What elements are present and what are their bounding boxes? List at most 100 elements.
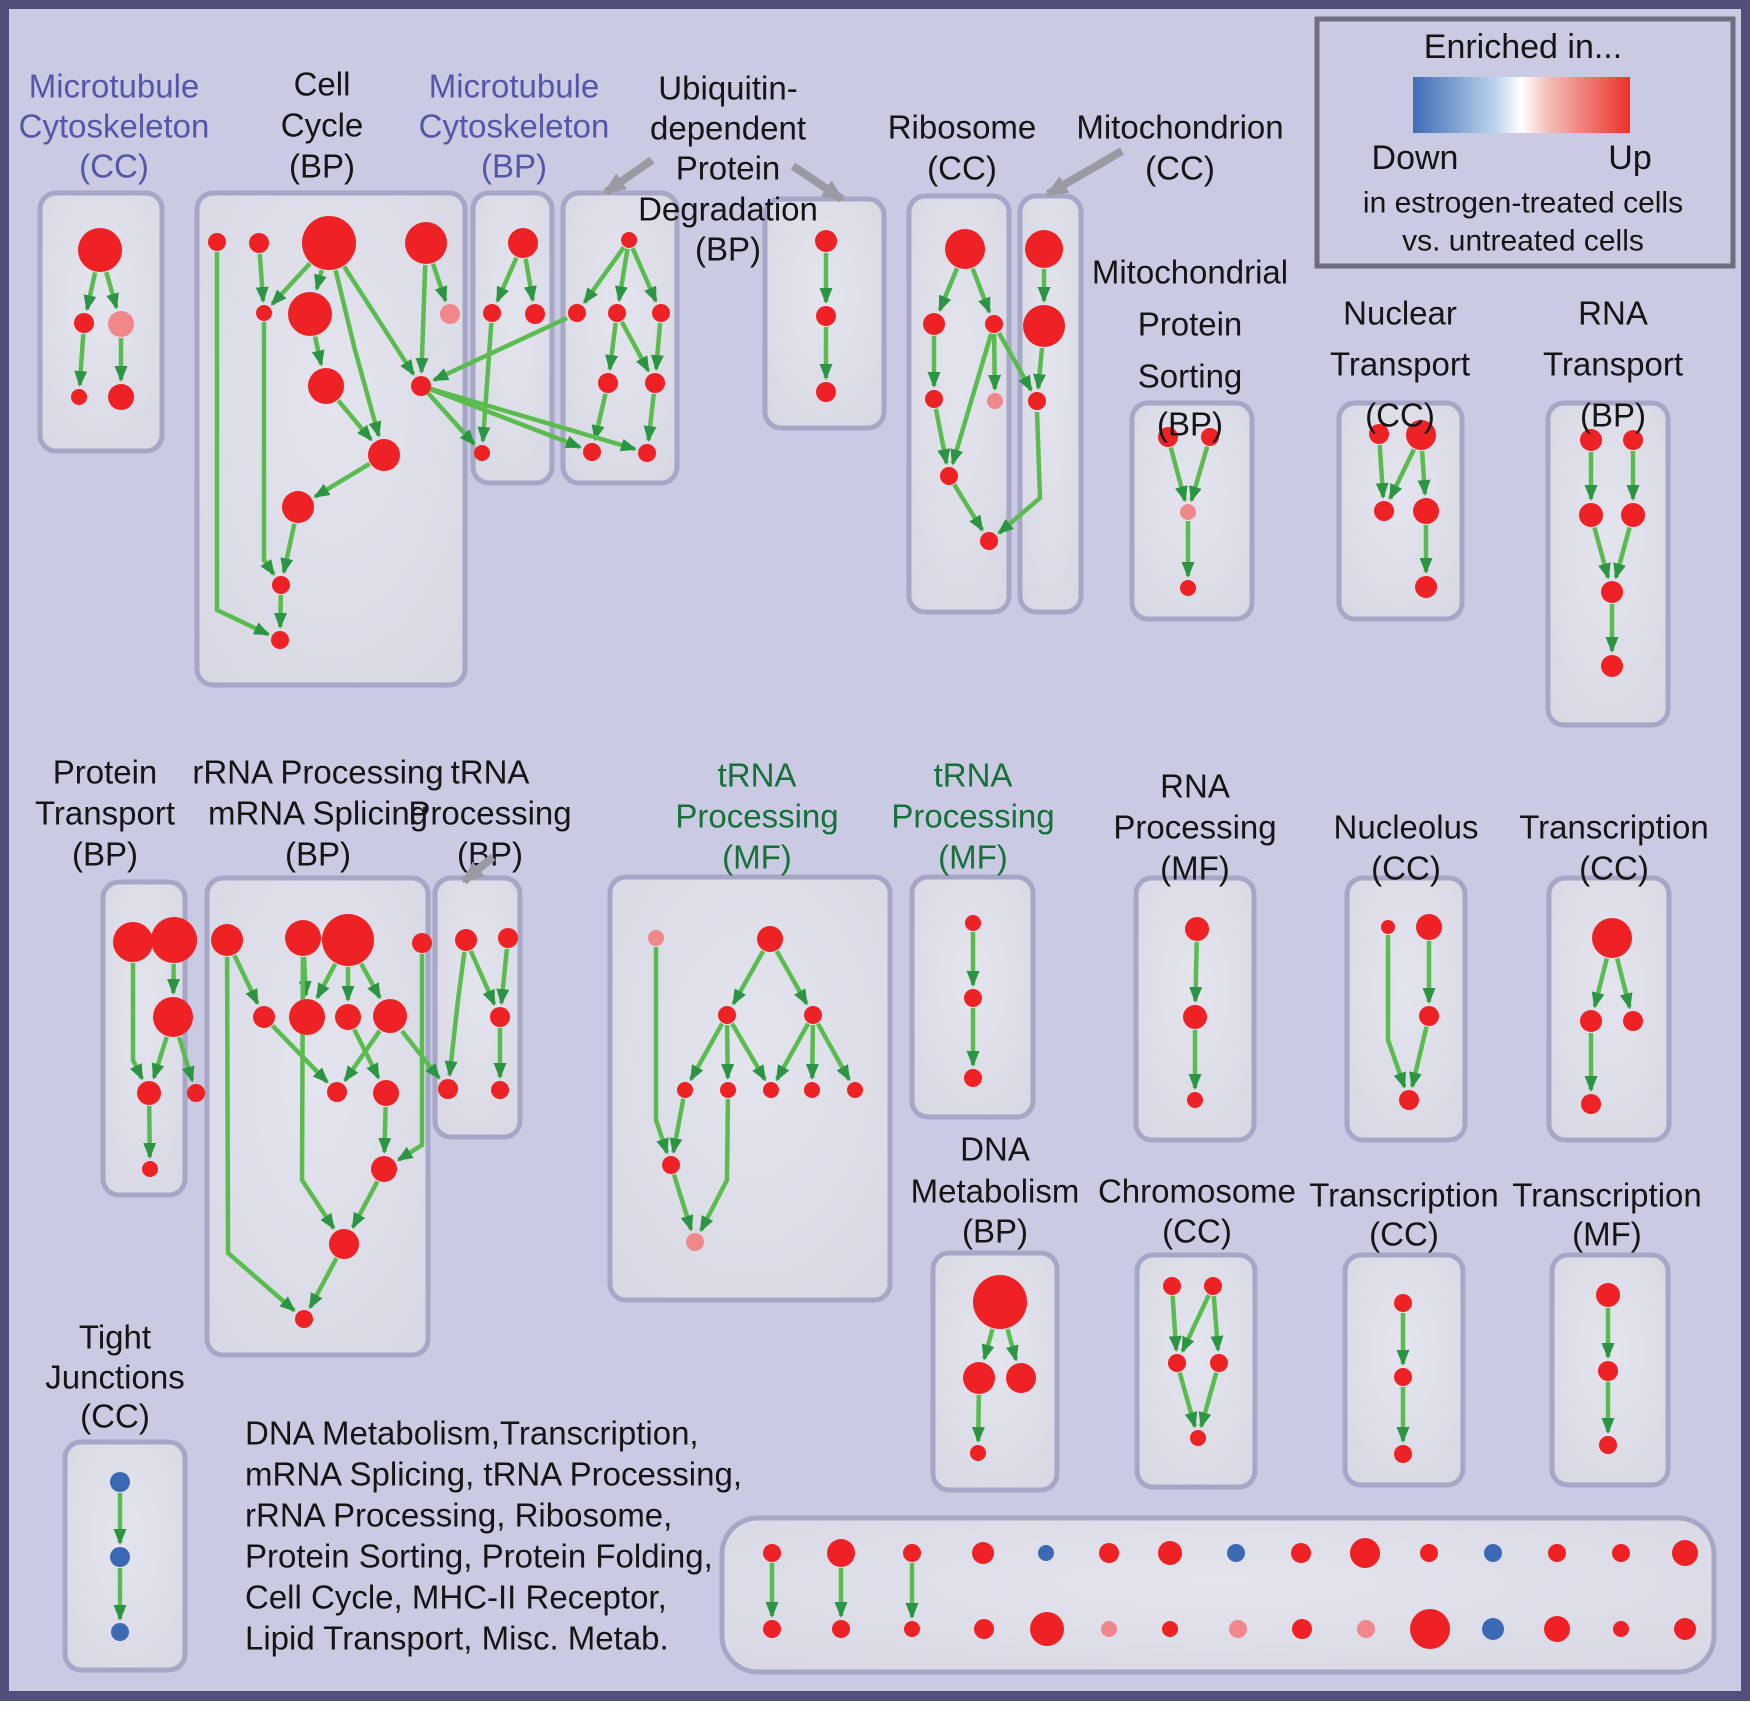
- edge-arrow: [1592, 526, 1611, 580]
- go-term-node: [1415, 576, 1437, 598]
- go-term-node: [1099, 1543, 1119, 1563]
- go-term-node: [964, 989, 982, 1007]
- go-term-node: [1601, 655, 1623, 677]
- go-term-node: [1394, 1368, 1412, 1386]
- go-term-node: [1413, 498, 1439, 524]
- cluster-label-protein-transport-bp: Protein: [53, 754, 158, 791]
- edge-arrow: [699, 1098, 731, 1233]
- go-term-node: [113, 922, 153, 962]
- go-term-node: [498, 928, 518, 948]
- cluster-label-ubiquitin-degradation-bp: (BP): [695, 231, 761, 268]
- go-term-node: [322, 914, 374, 966]
- legend-box: [1314, 16, 1736, 269]
- cluster-box-microtubule-cytoskeleton-bp: [470, 190, 555, 486]
- cluster-label-microtubule-cytoskeleton-bp: Cytoskeleton: [419, 108, 610, 145]
- cluster-label-mitochondrion-cc: Mitochondrion: [1076, 109, 1283, 146]
- edge-arrow: [314, 269, 327, 291]
- edge-arrow: [688, 1022, 725, 1082]
- go-term-node: [1180, 580, 1196, 596]
- edge-arrow: [496, 948, 510, 1006]
- cross-cluster-edge-arrow: [997, 411, 1043, 535]
- edge-arrow: [311, 336, 325, 367]
- go-term-node: [1420, 1544, 1438, 1562]
- cluster-label-ubiquitin-degradation-bp: Ubiquitin-: [658, 70, 797, 107]
- go-term-node: [371, 1156, 397, 1182]
- cluster-label-rrna-processing-mrna-splicing-bp: (BP): [285, 836, 351, 873]
- cluster-label-trna-processing-mf-large: (MF): [722, 839, 792, 876]
- go-term-node: [1623, 1011, 1643, 1031]
- edge-arrow: [988, 333, 1002, 391]
- go-term-node: [440, 304, 460, 324]
- cluster-label-transcription-cc-lower: (CC): [1369, 1216, 1439, 1253]
- go-term-node: [335, 1004, 361, 1030]
- edge-arrow: [396, 954, 425, 1162]
- go-term-node: [985, 315, 1003, 333]
- edge-arrow: [971, 1394, 985, 1443]
- go-term-node: [285, 920, 321, 956]
- go-term-node: [438, 1079, 458, 1099]
- label-pointer-arrow: [790, 162, 845, 203]
- edge-arrow: [308, 1257, 339, 1310]
- cluster-label-transcription-mf: Transcription: [1512, 1177, 1702, 1214]
- edge-arrow: [653, 947, 670, 1155]
- legend-down-label: Down: [1372, 139, 1459, 177]
- cluster-box-nucleolus-cc: [1344, 875, 1468, 1143]
- label-pointer-arrow: [1045, 147, 1125, 198]
- cluster-label-cell-cycle-bp: (BP): [289, 148, 355, 185]
- go-term-node: [1394, 1294, 1412, 1312]
- go-term-node: [686, 1233, 704, 1251]
- go-term-node: [757, 926, 783, 952]
- go-term-node: [763, 1620, 781, 1638]
- edge-arrow: [1417, 450, 1431, 496]
- go-term-node: [373, 1080, 399, 1106]
- go-term-node: [1621, 503, 1645, 527]
- go-term-node: [1369, 424, 1389, 444]
- edge-arrow: [1168, 1295, 1182, 1352]
- go-term-node: [153, 997, 193, 1037]
- cluster-label-ubiquitin-degradation-bp: dependent: [650, 110, 806, 147]
- go-term-node: [677, 1082, 693, 1098]
- go-term-node: [411, 376, 431, 396]
- edge-arrow: [273, 594, 287, 629]
- edge-arrow: [1189, 445, 1210, 503]
- edge-arrow: [731, 950, 766, 1006]
- cluster-label-microtubule-cytoskeleton-cc: Cytoskeleton: [19, 108, 210, 145]
- go-term-node: [1410, 1609, 1450, 1649]
- go-term-node: [1548, 1544, 1566, 1562]
- label-pointer-arrow: [461, 853, 496, 885]
- edge-arrow: [614, 248, 630, 303]
- go-term-node: [645, 373, 665, 393]
- go-term-node: [308, 368, 344, 404]
- go-term-node: [1596, 1283, 1620, 1307]
- edge-arrow: [176, 1036, 195, 1083]
- go-term-node: [208, 233, 226, 251]
- go-term-node: [1025, 230, 1063, 268]
- cluster-label-ribosome-cc: (CC): [927, 150, 997, 187]
- cluster-box-chromosome-cc: [1134, 1252, 1258, 1490]
- go-term-node: [1419, 1006, 1439, 1026]
- edge-arrow: [605, 322, 619, 372]
- edge-arrow: [1615, 957, 1633, 1010]
- go-term-node: [804, 1082, 820, 1098]
- go-term-node: [74, 313, 94, 333]
- go-term-node: [1350, 1538, 1380, 1568]
- cluster-box-transcription-cc-upper: [1546, 875, 1672, 1143]
- go-term-node: [568, 304, 586, 322]
- legend-title: Enriched in...: [1424, 28, 1622, 66]
- edge-arrow: [313, 461, 371, 499]
- cluster-label-rna-transport-bp: Transport: [1543, 346, 1683, 383]
- edge-arrow: [1168, 447, 1188, 503]
- go-term-node: [1484, 1544, 1502, 1562]
- cluster-label-nucleolus-cc: (CC): [1371, 850, 1441, 887]
- edge-arrow: [933, 408, 951, 466]
- cluster-label-mitochondrial-protein-sorting-bp: Mitochondrial: [1092, 254, 1288, 291]
- go-term-node: [108, 384, 134, 410]
- go-term-node: [940, 467, 958, 485]
- go-term-node: [652, 304, 670, 322]
- go-term-node: [763, 1082, 779, 1098]
- cluster-label-transcription-cc-upper: Transcription: [1519, 809, 1709, 846]
- go-term-node: [329, 1229, 359, 1259]
- edge-arrow: [415, 264, 429, 374]
- go-term-node: [1210, 1354, 1228, 1372]
